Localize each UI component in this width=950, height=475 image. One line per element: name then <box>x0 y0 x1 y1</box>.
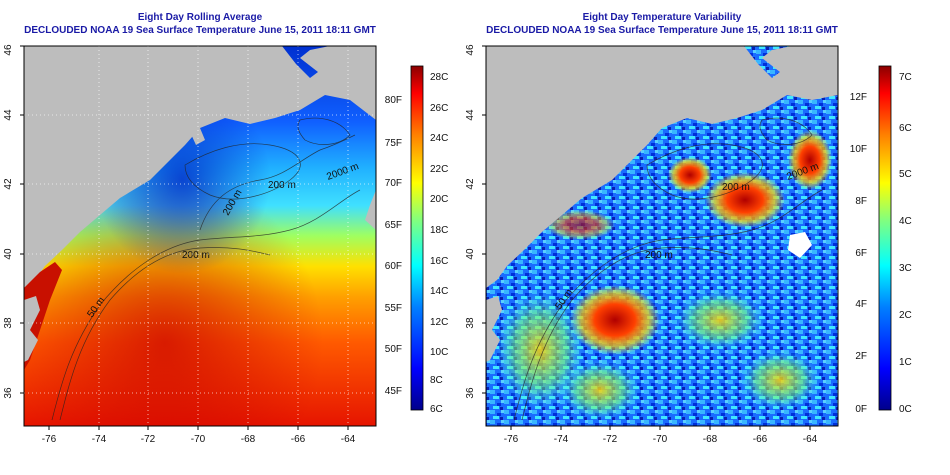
svg-text:200 m: 200 m <box>268 180 296 191</box>
right-colorbar: 7C 6C 5C 4C 3C 2C 1C 0C 12F 10F 8F 6F 4F… <box>850 65 912 415</box>
left-lon-tick: -76 <box>42 434 57 445</box>
right-map-frame <box>485 45 839 427</box>
svg-text:6C: 6C <box>430 404 443 415</box>
left-colorbar: 28C 26C 24C 22C 20C 18C 16C 14C 12C 10C … <box>385 65 448 415</box>
svg-text:50F: 50F <box>385 344 402 355</box>
svg-text:70F: 70F <box>385 178 402 189</box>
left-lat-tick: 36 <box>3 387 14 399</box>
right-lat-tick: 44 <box>465 109 476 121</box>
svg-text:10C: 10C <box>430 347 448 358</box>
svg-text:75F: 75F <box>385 138 402 149</box>
svg-text:10F: 10F <box>850 144 867 155</box>
svg-text:18C: 18C <box>430 225 448 236</box>
right-lat-tick: 38 <box>465 317 476 329</box>
right-lon-tick: -72 <box>603 434 618 445</box>
svg-text:4C: 4C <box>899 216 912 227</box>
right-lon-tick: -68 <box>703 434 718 445</box>
right-bathymetry <box>513 117 823 421</box>
svg-text:26C: 26C <box>430 103 448 114</box>
svg-text:12C: 12C <box>430 317 448 328</box>
right-colorbar-celsius: 7C 6C 5C 4C 3C 2C 1C 0C <box>899 72 912 415</box>
right-colorbar-fahrenheit: 12F 10F 8F 6F 4F 2F 0F <box>850 92 867 415</box>
svg-text:5C: 5C <box>899 169 912 180</box>
left-lat-tick: 46 <box>3 44 14 56</box>
svg-text:8C: 8C <box>430 375 443 386</box>
left-y-axis: 36 38 40 42 44 46 <box>3 44 24 399</box>
svg-text:60F: 60F <box>385 261 402 272</box>
left-lon-tick: -68 <box>241 434 256 445</box>
svg-text:200 m: 200 m <box>645 250 673 261</box>
left-lon-tick: -70 <box>191 434 206 445</box>
right-subtitle: DECLOUDED NOAA 19 Sea Surface Temperatur… <box>486 25 838 36</box>
svg-text:14C: 14C <box>430 286 448 297</box>
left-map-title: Eight Day Rolling Average DECLOUDED NOAA… <box>24 11 376 37</box>
svg-text:80F: 80F <box>385 95 402 106</box>
right-lon-tick: -66 <box>753 434 768 445</box>
right-lat-tick: 40 <box>465 248 476 260</box>
left-colorbar-fahrenheit: 80F 75F 70F 65F 60F 55F 50F 45F <box>385 95 402 397</box>
left-lat-tick: 44 <box>3 109 14 121</box>
left-lat-tick: 38 <box>3 317 14 329</box>
right-lat-tick: 36 <box>465 387 476 399</box>
svg-text:16C: 16C <box>430 256 448 267</box>
right-map-title: Eight Day Temperature Variability DECLOU… <box>486 11 838 37</box>
left-land <box>24 46 376 288</box>
svg-text:0C: 0C <box>899 404 912 415</box>
svg-text:4F: 4F <box>855 299 867 310</box>
right-lon-tick: -76 <box>504 434 519 445</box>
svg-text:200 m: 200 m <box>722 182 750 193</box>
svg-text:7C: 7C <box>899 72 912 83</box>
right-y-axis: 36 38 40 42 44 46 <box>465 44 486 399</box>
svg-text:200 m: 200 m <box>182 250 210 261</box>
svg-text:28C: 28C <box>430 72 448 83</box>
right-lon-tick: -74 <box>554 434 569 445</box>
svg-text:65F: 65F <box>385 220 402 231</box>
svg-text:0F: 0F <box>855 404 867 415</box>
right-land <box>486 46 838 288</box>
left-map-frame <box>23 45 377 427</box>
left-x-axis: -76 -74 -72 -70 -68 -66 -64 <box>42 426 356 445</box>
right-map: 50 m 200 m 200 m 2000 m <box>486 46 838 426</box>
svg-text:55F: 55F <box>385 303 402 314</box>
left-lat-tick: 40 <box>3 248 14 260</box>
svg-text:6C: 6C <box>899 123 912 134</box>
svg-text:8F: 8F <box>855 196 867 207</box>
left-bathymetry <box>51 117 361 421</box>
left-lon-tick: -74 <box>92 434 107 445</box>
left-lat-tick: 42 <box>3 178 14 190</box>
svg-text:3C: 3C <box>899 263 912 274</box>
right-lon-tick: -70 <box>653 434 668 445</box>
svg-text:1C: 1C <box>899 357 912 368</box>
svg-text:20C: 20C <box>430 194 448 205</box>
right-lat-tick: 42 <box>465 178 476 190</box>
svg-text:6F: 6F <box>855 248 867 259</box>
left-map: 50 m 200 m 200 m 200 m 2000 m <box>24 46 376 426</box>
svg-text:45F: 45F <box>385 386 402 397</box>
svg-text:2C: 2C <box>899 310 912 321</box>
left-graticule <box>24 46 376 426</box>
left-title: Eight Day Rolling Average <box>137 12 263 23</box>
svg-text:22C: 22C <box>430 164 448 175</box>
left-colorbar-celsius: 28C 26C 24C 22C 20C 18C 16C 14C 12C 10C … <box>430 72 448 415</box>
right-title: Eight Day Temperature Variability <box>582 12 742 23</box>
right-x-axis: -76 -74 -72 -70 -68 -66 -64 <box>504 426 818 445</box>
svg-text:12F: 12F <box>850 92 867 103</box>
right-lon-tick: -64 <box>803 434 818 445</box>
left-lon-tick: -72 <box>141 434 156 445</box>
svg-text:24C: 24C <box>430 133 448 144</box>
svg-text:2F: 2F <box>855 351 867 362</box>
left-subtitle: DECLOUDED NOAA 19 Sea Surface Temperatur… <box>24 25 376 36</box>
left-lon-tick: -66 <box>291 434 306 445</box>
left-lon-tick: -64 <box>341 434 356 445</box>
right-lat-tick: 46 <box>465 44 476 56</box>
